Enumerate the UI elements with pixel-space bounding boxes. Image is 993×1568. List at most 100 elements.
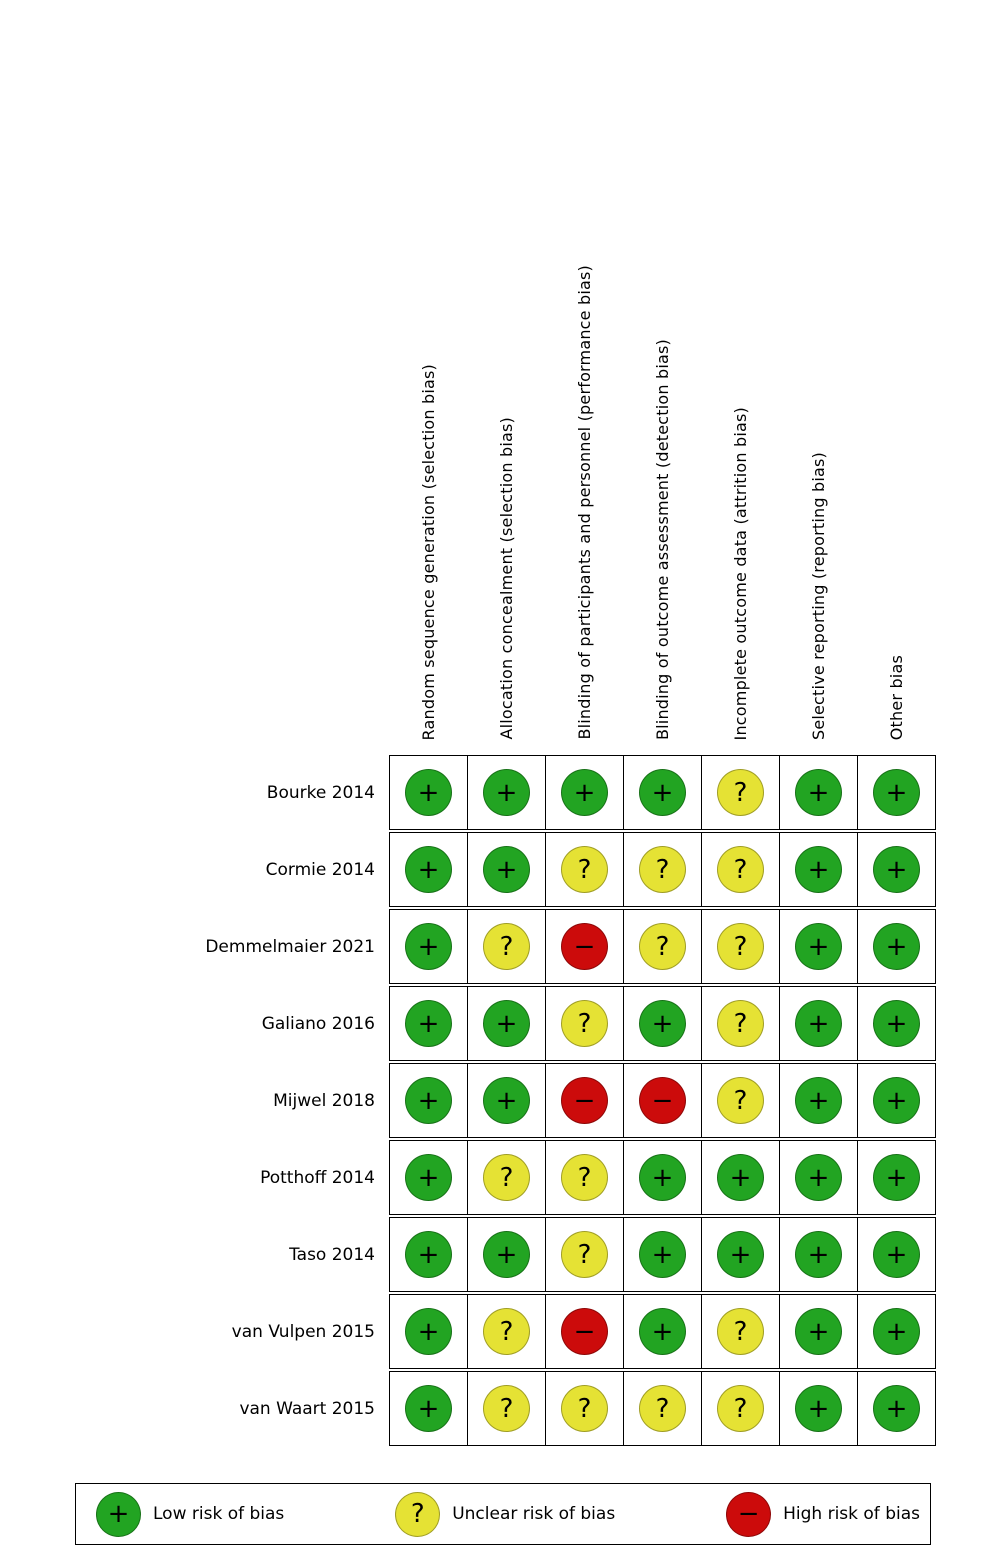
low-risk-icon: + <box>639 769 686 816</box>
rob-cell: + <box>779 909 858 984</box>
row-cells: +? −?? + + <box>389 909 936 984</box>
low-risk-icon: + <box>873 923 920 970</box>
rob-cell: − <box>545 909 624 984</box>
table-row: Mijwel 2018 + + − −? + + <box>0 1063 993 1138</box>
rob-cell: + <box>623 1217 702 1292</box>
high-risk-icon: − <box>561 1308 608 1355</box>
low-risk-icon: + <box>717 1154 764 1201</box>
rob-cell: + <box>389 1217 468 1292</box>
rob-cell: + <box>389 1063 468 1138</box>
low-risk-icon: + <box>795 1154 842 1201</box>
rob-cell: + <box>857 909 936 984</box>
rob-cell: + <box>779 755 858 830</box>
unclear-risk-icon: ? <box>639 923 686 970</box>
rob-cell: ? <box>545 1371 624 1446</box>
rob-cell: ? <box>467 909 546 984</box>
study-label: Taso 2014 <box>289 1244 375 1265</box>
study-label: Cormie 2014 <box>265 859 375 880</box>
low-risk-icon: + <box>405 1154 452 1201</box>
rob-cell: + <box>779 1140 858 1215</box>
rob-cell: + <box>467 1217 546 1292</box>
unclear-risk-icon: ? <box>717 846 764 893</box>
low-risk-icon: + <box>483 1000 530 1047</box>
rob-cell: ? <box>701 755 780 830</box>
table-row: Demmelmaier 2021 +? −?? + + <box>0 909 993 984</box>
legend-item: + Low risk of bias <box>96 1491 284 1537</box>
low-risk-icon: + <box>96 1491 141 1537</box>
rob-cell: + <box>779 1217 858 1292</box>
rob-cell: + <box>779 986 858 1061</box>
rob-cell: + <box>389 909 468 984</box>
unclear-risk-icon: ? <box>561 1385 608 1432</box>
unclear-risk-icon: ? <box>561 1154 608 1201</box>
unclear-risk-icon: ? <box>483 923 530 970</box>
study-label: van Waart 2015 <box>239 1398 375 1419</box>
low-risk-icon: + <box>405 769 452 816</box>
unclear-risk-icon: ? <box>561 1231 608 1278</box>
column-header: Random sequence generation (selection bi… <box>389 0 467 748</box>
unclear-risk-icon: ? <box>561 1000 608 1047</box>
column-header-label: Random sequence generation (selection bi… <box>418 363 438 740</box>
low-risk-icon: + <box>717 1231 764 1278</box>
low-risk-icon: + <box>795 1077 842 1124</box>
column-header: Other bias <box>858 0 936 748</box>
rob-cell: + <box>857 1294 936 1369</box>
table-row: van Waart 2015 +???? + + <box>0 1371 993 1446</box>
high-risk-icon: − <box>639 1077 686 1124</box>
rob-cell: + <box>389 986 468 1061</box>
low-risk-icon: + <box>639 1231 686 1278</box>
unclear-risk-icon: ? <box>717 1308 764 1355</box>
row-cells: + + + +? + + <box>389 755 936 830</box>
low-risk-icon: + <box>873 846 920 893</box>
low-risk-icon: + <box>639 1000 686 1047</box>
study-label: Demmelmaier 2021 <box>205 936 375 957</box>
unclear-risk-icon: ? <box>483 1385 530 1432</box>
low-risk-icon: + <box>483 846 530 893</box>
row-cells: +?? + + + + <box>389 1140 936 1215</box>
rob-cell: ? <box>701 909 780 984</box>
rob-cell: + <box>467 986 546 1061</box>
study-label: Galiano 2016 <box>261 1013 375 1034</box>
rob-cell: ? <box>701 832 780 907</box>
low-risk-icon: + <box>639 1308 686 1355</box>
rob-cell: + <box>701 1140 780 1215</box>
table-row: Bourke 2014 + + + +? + + <box>0 755 993 830</box>
study-label: Bourke 2014 <box>266 782 375 803</box>
low-risk-icon: + <box>795 1308 842 1355</box>
low-risk-icon: + <box>795 923 842 970</box>
rob-cell: + <box>389 1294 468 1369</box>
unclear-risk-icon: ? <box>639 1385 686 1432</box>
low-risk-icon: + <box>873 1154 920 1201</box>
column-header-label: Allocation concealment (selection bias) <box>496 417 516 740</box>
rob-cell: + <box>857 1217 936 1292</box>
high-risk-icon: − <box>726 1491 772 1537</box>
unclear-risk-icon: ? <box>717 1385 764 1432</box>
rob-cell: + <box>623 986 702 1061</box>
row-cells: + +? + + + + <box>389 1217 936 1292</box>
rob-cell: + <box>701 1217 780 1292</box>
legend-item: − High risk of bias <box>726 1491 920 1537</box>
legend-item: ? Unclear risk of bias <box>395 1491 615 1537</box>
study-label: Potthoff 2014 <box>260 1167 375 1188</box>
column-header-label: Selective reporting (reporting bias) <box>809 451 829 740</box>
low-risk-icon: + <box>405 1385 452 1432</box>
low-risk-icon: + <box>873 1385 920 1432</box>
unclear-risk-icon: ? <box>717 769 764 816</box>
rob-cell: + <box>623 755 702 830</box>
rob-cell: ? <box>623 832 702 907</box>
rob-cell: + <box>467 832 546 907</box>
low-risk-icon: + <box>873 769 920 816</box>
rob-cell: ? <box>545 832 624 907</box>
low-risk-icon: + <box>405 1231 452 1278</box>
low-risk-icon: + <box>795 846 842 893</box>
rob-cell: ? <box>701 1063 780 1138</box>
row-cells: +? − +? + + <box>389 1294 936 1369</box>
rob-cell: + <box>857 1140 936 1215</box>
rob-cell: + <box>779 1294 858 1369</box>
rob-cell: ? <box>623 909 702 984</box>
study-label: Mijwel 2018 <box>273 1090 375 1111</box>
rob-cell: + <box>857 1063 936 1138</box>
column-header-label: Incomplete outcome data (attrition bias) <box>731 406 751 740</box>
rob-cell: + <box>467 1063 546 1138</box>
column-headers: Random sequence generation (selection bi… <box>389 0 936 748</box>
